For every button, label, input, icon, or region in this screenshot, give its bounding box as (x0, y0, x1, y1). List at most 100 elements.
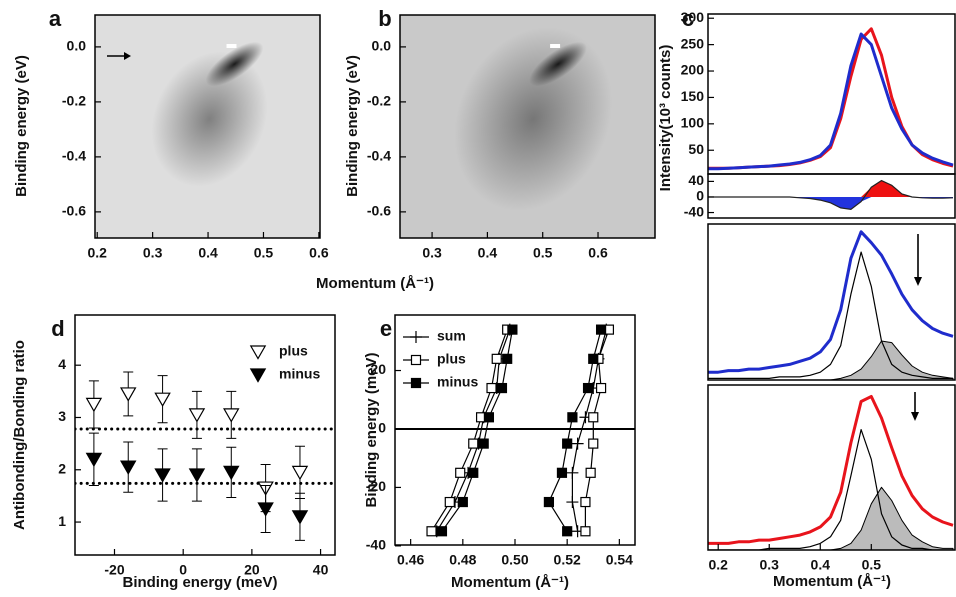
frame (707, 173, 956, 219)
x-tick-label: 0.54 (606, 552, 633, 568)
panel: sum plus minus 0.46 0.48 0.50 0.52 0.54 20 0 -20 -4… (363, 314, 636, 591)
marker (588, 438, 599, 449)
marker (291, 465, 309, 481)
y-tick-label: 2 (58, 460, 66, 476)
y-tick-label: 4 (58, 356, 66, 372)
x-tick-label: 0.48 (449, 552, 476, 568)
image-highlight (550, 43, 561, 48)
marker (543, 496, 555, 508)
marker (154, 392, 171, 407)
panel-label: d (51, 316, 64, 341)
marker (496, 382, 508, 394)
image-haze (151, 51, 268, 187)
legend-label: sum (437, 328, 466, 344)
y-tick-label: -40 (684, 203, 704, 219)
y-tick-label: -0.6 (367, 203, 391, 219)
marker (436, 526, 448, 537)
marker (426, 526, 437, 537)
curve (708, 429, 953, 550)
panel: plus minus -20 0 20 40 1 2 3 4 d Binding energy (me… (11, 314, 336, 591)
curve (708, 230, 954, 374)
arrow-head (124, 52, 131, 60)
y-tick-label: 3 (58, 408, 66, 424)
plots: 0.2 0.3 0.4 0.5 0.6 0.0 -0.2 -0.4 -0.6 a Binding e… (11, 6, 956, 591)
plot-area (708, 230, 954, 380)
x-tick-label: 0.5 (533, 245, 553, 261)
x-tick-label: 0.2 (87, 245, 107, 261)
x-tick-label: 0.5 (862, 557, 882, 573)
marker (595, 324, 607, 335)
legend-marker (249, 345, 267, 360)
y-axis-label: Binding energy (eV) (344, 55, 361, 197)
marker (486, 382, 497, 394)
x-tick-label: -20 (104, 562, 124, 578)
marker (580, 496, 591, 508)
difference-curve (708, 179, 954, 211)
x-axis-label: Momentum (Å⁻¹) (451, 574, 569, 591)
x-axis-label: Momentum (Å⁻¹) (773, 573, 891, 590)
marker (291, 510, 309, 525)
y-tick-label: -40 (366, 537, 386, 553)
frame (394, 314, 636, 546)
marker (457, 496, 468, 508)
marker (483, 412, 495, 423)
plot-area (708, 395, 954, 550)
marker (444, 496, 455, 508)
curve (708, 32, 954, 171)
y-tick-label: 50 (688, 141, 704, 157)
legend-marker (410, 377, 422, 389)
x-tick-label: 0.4 (478, 245, 498, 261)
y-axis-label: Intensity(10³ counts) (657, 45, 674, 192)
legend-label: minus (279, 366, 320, 382)
marker (257, 502, 274, 517)
panel-label: e (380, 316, 392, 341)
marker (507, 324, 518, 335)
x-tick-label: 0.3 (143, 245, 163, 261)
marker (468, 467, 479, 478)
frame (707, 384, 956, 551)
legend-marker (410, 354, 422, 366)
marker (566, 496, 579, 509)
marker (571, 437, 584, 450)
x-tick-label: 0.4 (198, 245, 218, 261)
x-tick-label: 0.50 (501, 552, 528, 568)
marker (188, 468, 206, 483)
marker (491, 353, 502, 364)
marker (585, 467, 596, 478)
marker (468, 438, 479, 449)
marker (562, 526, 573, 537)
y-tick-label: 250 (681, 35, 705, 51)
y-axis-label: Binding energy (meV) (363, 352, 380, 507)
x-tick-label: 0 (179, 562, 187, 578)
y-tick-label: 0 (696, 188, 704, 204)
y-tick-label: -0.2 (62, 93, 86, 109)
plot-area (75, 427, 335, 485)
panel: 400-40 (684, 172, 956, 219)
legend-marker (249, 368, 267, 383)
marker (120, 387, 137, 402)
component-area (708, 340, 954, 380)
y-tick-label: 100 (681, 115, 705, 131)
y-tick-label: 40 (688, 172, 704, 188)
panel: 0.2 0.3 0.4 0.5 0.6 0.0 -0.2 -0.4 -0.6 a Binding e… (13, 6, 329, 261)
y-tick-label: 0.0 (67, 38, 87, 54)
image-haze (454, 27, 613, 211)
legend-label: plus (437, 351, 466, 367)
marker (455, 467, 466, 478)
x-tick-label: 0.2 (708, 557, 728, 573)
x-tick-label: 0.6 (309, 245, 329, 261)
plot-area (708, 179, 954, 211)
marker (580, 526, 591, 537)
y-tick-label: 1 (58, 513, 66, 529)
y-tick-label: 20 (370, 361, 386, 377)
x-tick-label: 0.6 (588, 245, 608, 261)
x-tick-label: 0.3 (760, 557, 780, 573)
panel-label: c (682, 6, 694, 31)
y-tick-label: -0.6 (62, 203, 86, 219)
legend-label: plus (279, 343, 308, 359)
marker (588, 412, 599, 423)
y-tick-label: 200 (681, 62, 705, 78)
